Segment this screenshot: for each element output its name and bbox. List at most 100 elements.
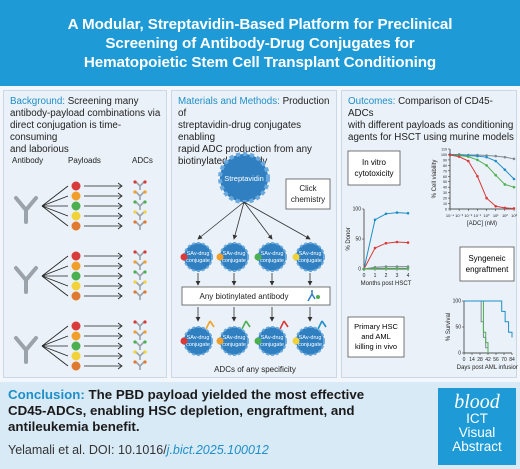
adc-icon (135, 321, 145, 330)
data-point (503, 183, 507, 186)
logo-line-2: ICT (466, 411, 488, 426)
payload-dot (71, 271, 81, 281)
y-axis-label: % Survival (446, 313, 452, 341)
x-tick-label: 28 (477, 357, 483, 363)
y-tick-label: 0 (445, 208, 447, 212)
y-tick-label: 100 (441, 153, 447, 157)
series-line (449, 154, 515, 188)
arrowhead-icon (117, 272, 123, 280)
outcomes-heading: Outcomes: (348, 96, 396, 107)
primary-box: Primary HSC and AML killing in vivo (347, 316, 405, 358)
y-tick-label: 80 (443, 164, 447, 168)
background-diagram: Antibody Payloads ADCs (12, 156, 153, 371)
adc-icon (135, 261, 145, 270)
arrowhead-icon (117, 322, 123, 330)
data-point (373, 246, 377, 250)
series-line (449, 154, 515, 209)
data-point (512, 177, 516, 181)
payload-group (14, 320, 147, 371)
sav-label-2: conjugate (222, 342, 246, 348)
sav-label-1: SAv-drug (223, 251, 246, 257)
adc-payload-dot (143, 280, 147, 284)
payload-dot (71, 341, 81, 351)
x-tick-label: 4 (407, 273, 410, 279)
x-axis-label: [ADC] (nM) (467, 221, 497, 227)
biotin-antibody-icon (307, 290, 316, 302)
adc-icon (135, 211, 145, 220)
antibody-icon (279, 320, 289, 330)
series-line (464, 300, 489, 353)
title-line-1: A Modular, Streptavidin-Based Platform f… (67, 15, 453, 33)
data-point (406, 265, 410, 268)
arrow-line (41, 345, 69, 367)
y-tick-label: 40 (443, 186, 447, 190)
adc-payload-dot (133, 250, 137, 254)
citation: Yelamali et al. DOI: 10.1016/j.bict.2025… (8, 443, 269, 457)
adc-payload-dot (143, 290, 147, 294)
adc-payload-dot (133, 220, 137, 224)
y-tick-label: 100 (453, 299, 462, 305)
invitro-label-2: cytotoxicity (354, 169, 393, 178)
antibody-icon (14, 196, 38, 224)
payload-dot (71, 331, 81, 341)
data-point (384, 212, 388, 216)
x-tick-label: 10² (502, 213, 508, 218)
arrow-line (41, 205, 69, 217)
payload-dot (71, 211, 81, 221)
y-tick-label: 50 (355, 237, 361, 243)
data-point (362, 267, 366, 271)
conclusion-line-2: CD45-ADCs, enabling HSC depletion, engra… (8, 403, 355, 418)
methods-line-1: Production of (178, 96, 330, 119)
y-tick-label: 100 (353, 207, 362, 213)
sav-node-icon (219, 242, 249, 272)
payload-dot (216, 253, 224, 261)
blood-ict-logo: blood ICT Visual Abstract (438, 388, 516, 465)
antibody-icon (14, 266, 38, 294)
payload-dot (254, 337, 262, 345)
payload-dot (216, 337, 224, 345)
title-line-2: Screening of Antibody-Drug Conjugates fo… (105, 34, 415, 52)
series-line (363, 212, 409, 270)
y-tick-label: 20 (443, 197, 447, 201)
arrowhead-icon (117, 192, 123, 200)
primary-label-1: Primary HSC (354, 322, 398, 331)
data-point (406, 241, 410, 244)
methods-diagram: Streptavidin Click chemistry SAv-drugcon… (180, 152, 331, 374)
conclusion-heading: Conclusion: (8, 387, 85, 402)
adc-payload-dot (143, 250, 147, 254)
adc-payload-dot (133, 270, 137, 274)
x-tick-label: 10⁻¹ (473, 213, 482, 218)
background-heading: Background: (10, 96, 66, 107)
payload-dot (71, 191, 81, 201)
citation-doi-link[interactable]: j.bict.2025.100012 (166, 443, 269, 457)
x-tick-label: 10⁻³ (455, 213, 464, 218)
outcomes-charts: In vitro cytotoxicity Syngeneic engraftm… (346, 148, 518, 372)
y-tick-label: 50 (443, 180, 447, 184)
outcomes-line-2: with different payloads as conditioning (348, 120, 514, 131)
payload-group (14, 250, 147, 301)
y-tick-label: 30 (443, 191, 447, 195)
payload-dot (292, 253, 300, 261)
arrow-line (41, 345, 69, 357)
title-line-3: Hematopoietic Stem Cell Transplant Condi… (83, 53, 437, 71)
any-antibody-label: Any biotinylated antibody (200, 292, 289, 301)
adc-icon (135, 331, 145, 340)
logo-line-4: Abstract (452, 439, 502, 454)
series-line (464, 300, 489, 353)
data-point (395, 211, 399, 214)
data-point (494, 173, 498, 177)
adc-icon (135, 251, 145, 260)
methods-line-4: biotinylated antibody (178, 156, 268, 167)
adc-payload-dot (133, 290, 137, 294)
logo-line-1: blood (454, 391, 500, 413)
data-point (384, 267, 388, 270)
conclusion-panel: Conclusion: The PBD payload yielded the … (0, 382, 520, 469)
series-line (449, 153, 515, 180)
biotin-dot-icon (316, 295, 320, 299)
adc-icon (135, 281, 145, 290)
x-tick-label: 10⁻⁴ (446, 213, 455, 218)
